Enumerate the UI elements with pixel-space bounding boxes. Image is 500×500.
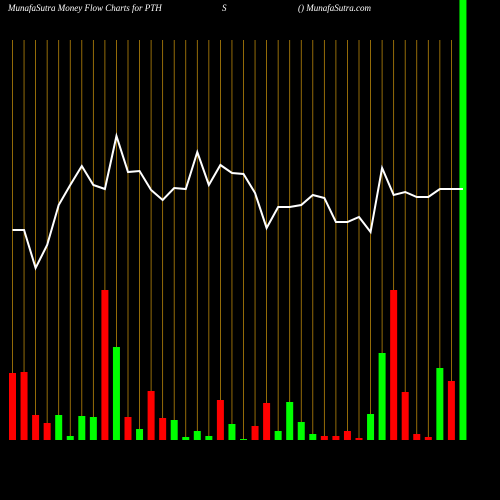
bar (20, 372, 28, 440)
bar (263, 403, 271, 440)
bar (43, 423, 51, 440)
bar (286, 402, 294, 440)
bar (112, 347, 120, 440)
bar (309, 434, 317, 440)
bar (320, 436, 328, 440)
bar (78, 416, 86, 440)
bar (378, 353, 386, 440)
bar (101, 290, 109, 440)
bar (367, 414, 375, 440)
bar (251, 426, 259, 440)
chart-source: () MunafaSutra.com (298, 3, 371, 13)
bar (390, 290, 398, 440)
bar (436, 368, 444, 440)
bar (136, 429, 144, 440)
bar (216, 400, 224, 440)
chart-title: MunafaSutra Money Flow Charts for PTH (7, 3, 162, 13)
bar (170, 420, 178, 440)
bar (228, 424, 236, 440)
bar (55, 415, 63, 440)
price-line (12, 132, 463, 271)
bar (9, 373, 16, 440)
bar (459, 0, 467, 440)
bar (401, 392, 409, 440)
bar (205, 436, 213, 440)
bar (66, 436, 74, 440)
bar (413, 434, 421, 440)
bar (332, 436, 340, 440)
bar (182, 437, 190, 440)
bar (447, 381, 455, 440)
bar (193, 431, 201, 440)
bar (159, 418, 167, 440)
chart-subtitle: S (222, 3, 227, 13)
bar (89, 417, 97, 440)
bar (124, 417, 132, 440)
bar (424, 437, 432, 440)
bar (343, 431, 351, 440)
bar (297, 422, 305, 440)
bar (32, 415, 40, 440)
bar (240, 439, 247, 440)
bar (355, 438, 363, 440)
bar (147, 391, 155, 440)
bar (274, 431, 282, 440)
